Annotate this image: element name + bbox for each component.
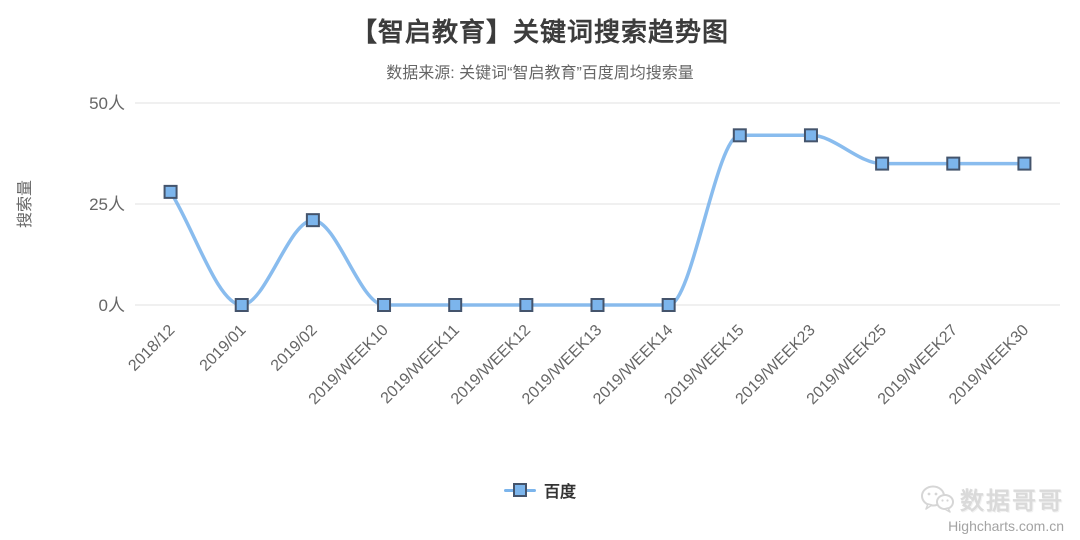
- data-point[interactable]: [661, 298, 676, 312]
- data-point[interactable]: [448, 298, 463, 312]
- data-point[interactable]: [732, 128, 747, 143]
- y-tick-label: 50人: [89, 94, 125, 113]
- data-point[interactable]: [1017, 156, 1032, 171]
- data-point[interactable]: [519, 298, 534, 312]
- legend: 百度: [0, 478, 1080, 502]
- y-tick-label: 0人: [99, 296, 125, 315]
- chart-title: 【智启教育】关键词搜索趋势图: [350, 17, 729, 47]
- data-point[interactable]: [234, 298, 249, 312]
- data-point[interactable]: [875, 156, 890, 171]
- y-axis-title: 搜索量: [16, 180, 34, 228]
- y-tick-label: 25人: [89, 195, 125, 214]
- x-tick-label: 2018/12: [125, 322, 178, 375]
- data-point[interactable]: [305, 213, 320, 228]
- watermark: 数据哥哥 Highcharts.com.cn: [920, 481, 1064, 534]
- chart-subtitle: 数据来源: 关键词“智启教育”百度周均搜索量: [386, 65, 694, 82]
- legend-marker-square-icon: [512, 483, 527, 497]
- legend-label: 百度: [543, 484, 576, 501]
- watermark-brand: 数据哥哥: [960, 488, 1064, 515]
- wechat-icon: [921, 485, 954, 513]
- data-point[interactable]: [163, 184, 178, 199]
- data-point[interactable]: [946, 156, 961, 171]
- highcharts-credit-link[interactable]: Highcharts.com.cn: [948, 518, 1064, 534]
- series-line-百度: [168, 133, 1027, 307]
- x-tick-label: 2019/01: [197, 322, 250, 375]
- data-point[interactable]: [590, 298, 605, 312]
- x-tick-label: 2019/02: [268, 322, 321, 375]
- data-point[interactable]: [377, 298, 392, 312]
- legend-marker-line: [503, 483, 536, 497]
- chart-header: 【智启教育】关键词搜索趋势图 数据来源: 关键词“智启教育”百度周均搜索量: [0, 0, 1080, 83]
- legend-item-baidu[interactable]: 百度: [503, 478, 576, 502]
- data-point[interactable]: [803, 128, 818, 143]
